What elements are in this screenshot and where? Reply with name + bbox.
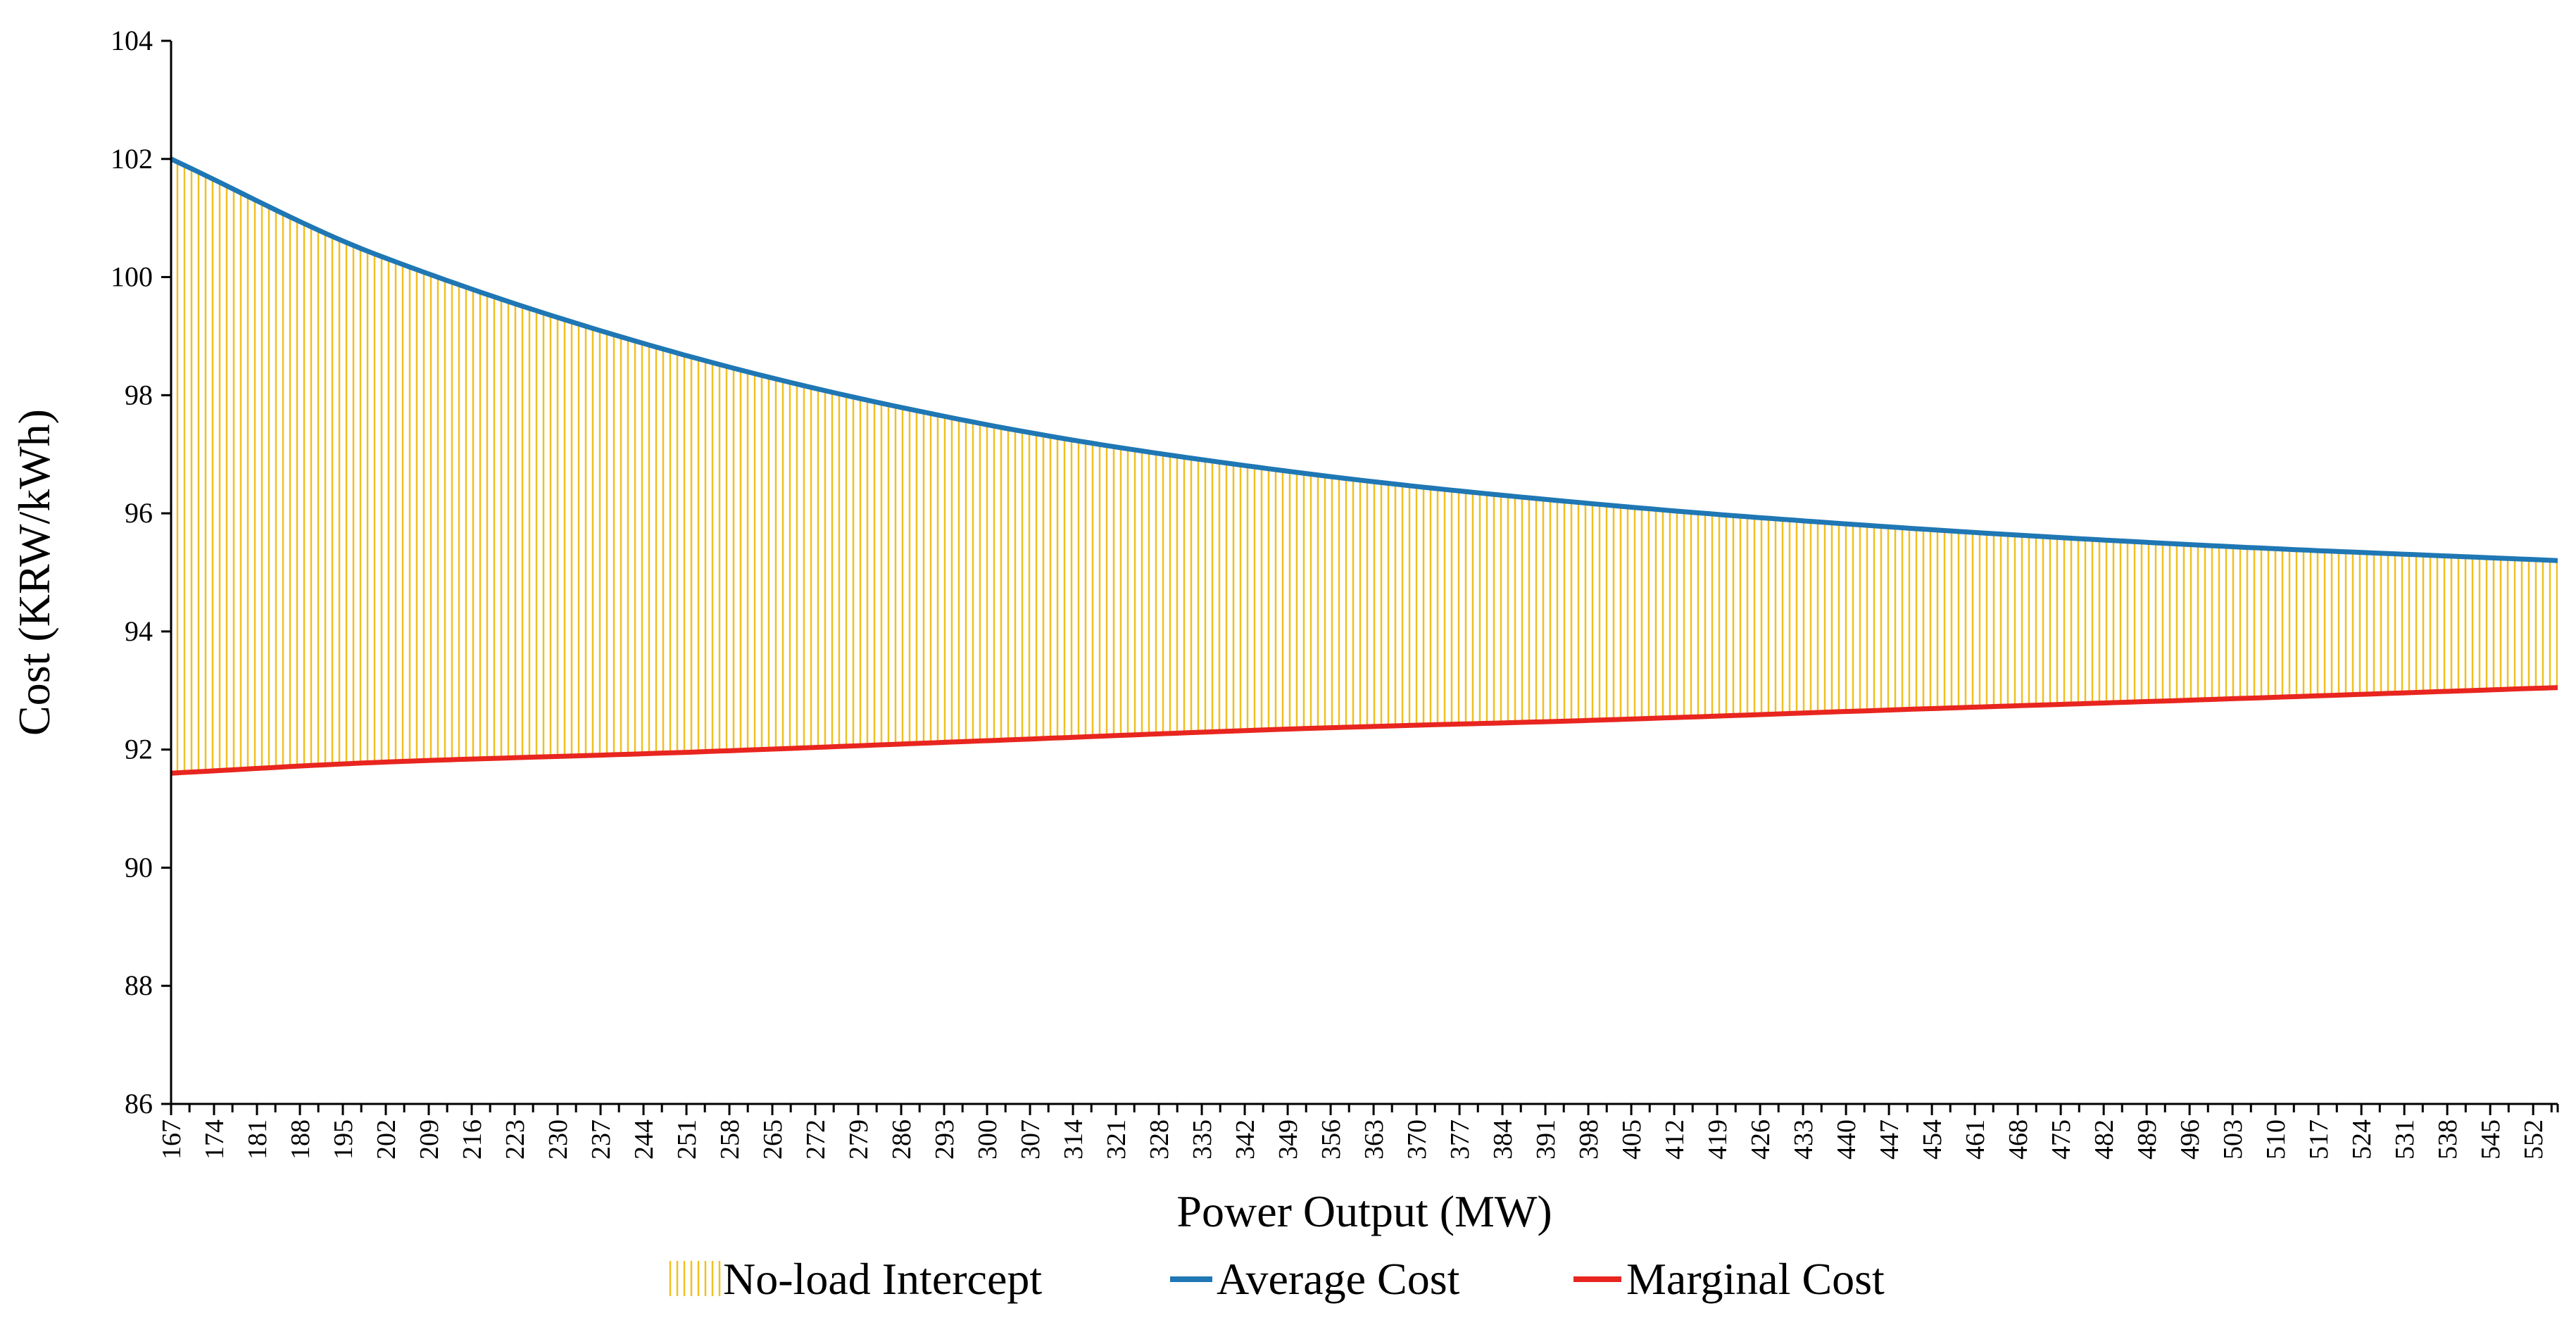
x-tick-label: 475 — [2047, 1119, 2076, 1160]
series-line-average-cost — [170, 156, 2558, 563]
x-tick-label: 244 — [629, 1119, 659, 1160]
x-tick-label: 517 — [2304, 1119, 2334, 1160]
x-tick-label: 181 — [243, 1119, 272, 1160]
legend: No-load Intercept Average Cost Marginal … — [665, 1254, 1885, 1304]
x-tick-label: 300 — [973, 1119, 1003, 1160]
series-lines — [170, 156, 2558, 776]
y-tick-label: 100 — [111, 261, 153, 293]
x-tick-label: 335 — [1188, 1119, 1217, 1160]
x-tick-label: 251 — [672, 1119, 702, 1160]
x-tick-label: 216 — [458, 1119, 487, 1160]
x-tick-label: 370 — [1402, 1119, 1432, 1160]
y-axis-title: Cost (KRW/kWh) — [9, 409, 59, 736]
x-tick-label: 307 — [1016, 1119, 1045, 1160]
x-tick-label: 398 — [1574, 1119, 1604, 1160]
y-tick-label: 90 — [125, 851, 153, 883]
y-ticks: 86 88 90 92 94 96 98 100 102 104 — [111, 25, 171, 1119]
legend-label-average-cost: Average Cost — [1217, 1254, 1460, 1304]
x-tick-label: 321 — [1102, 1119, 1131, 1160]
x-tick-label: 265 — [758, 1119, 788, 1160]
y-tick-label: 104 — [111, 25, 153, 56]
x-tick-label: 377 — [1445, 1119, 1475, 1160]
y-tick-label: 94 — [125, 615, 153, 647]
x-tick-label: 363 — [1359, 1119, 1389, 1160]
legend-label-marginal-cost: Marginal Cost — [1626, 1254, 1885, 1304]
x-tick-label: 510 — [2261, 1119, 2291, 1160]
x-tick-label: 384 — [1488, 1119, 1518, 1160]
x-tick-label: 524 — [2347, 1119, 2377, 1160]
y-tick-label: 88 — [125, 969, 153, 1001]
x-tick-label: 230 — [544, 1119, 573, 1160]
x-tick-label: 342 — [1231, 1119, 1260, 1160]
y-tick-label: 98 — [125, 379, 153, 410]
area-no-load-intercept — [171, 158, 2558, 774]
x-tick-label: 433 — [1789, 1119, 1818, 1160]
x-tick-label: 503 — [2218, 1119, 2248, 1160]
x-tick-label: 328 — [1145, 1119, 1174, 1160]
x-tick-label: 496 — [2175, 1119, 2205, 1160]
x-tick-label: 454 — [1918, 1119, 1947, 1160]
x-tick-label: 279 — [844, 1119, 874, 1160]
y-tick-label: 86 — [125, 1088, 153, 1119]
x-tick-label: 489 — [2132, 1119, 2162, 1160]
x-tick-label: 552 — [2519, 1119, 2549, 1160]
x-tick-label: 356 — [1317, 1119, 1346, 1160]
x-tick-label: 531 — [2390, 1119, 2420, 1160]
x-tick-label: 174 — [200, 1119, 230, 1160]
x-tick-label: 223 — [501, 1119, 530, 1160]
x-tick-label: 419 — [1703, 1119, 1733, 1160]
y-tick-label: 102 — [111, 143, 153, 175]
x-tick-label: 286 — [887, 1119, 917, 1160]
series-line-marginal-cost — [170, 685, 2558, 776]
x-tick-label: 426 — [1746, 1119, 1776, 1160]
legend-label-no-load-intercept: No-load Intercept — [723, 1254, 1042, 1304]
x-ticks: 167 174 181 188 195 202 209 216 223 230 237 244 251 2… — [157, 1104, 2559, 1160]
x-tick-label: 293 — [930, 1119, 960, 1160]
x-tick-label: 272 — [801, 1119, 831, 1160]
x-tick-label: 202 — [372, 1119, 401, 1160]
legend-swatch-no-load-intercept — [665, 1261, 722, 1296]
x-axis-title: Power Output (MW) — [1176, 1186, 1552, 1236]
x-tick-label: 461 — [1961, 1119, 1990, 1160]
x-tick-label: 538 — [2433, 1119, 2463, 1160]
x-tick-label: 258 — [715, 1119, 745, 1160]
x-tick-label: 468 — [2004, 1119, 2033, 1160]
x-tick-label: 209 — [415, 1119, 444, 1160]
x-tick-label: 412 — [1660, 1119, 1690, 1160]
x-tick-label: 195 — [329, 1119, 358, 1160]
y-tick-label: 92 — [125, 734, 153, 765]
axes — [170, 41, 2558, 1105]
x-tick-label: 349 — [1274, 1119, 1303, 1160]
x-tick-label: 545 — [2476, 1119, 2506, 1160]
x-tick-label: 440 — [1832, 1119, 1861, 1160]
x-tick-label: 167 — [157, 1119, 187, 1160]
x-tick-label: 391 — [1531, 1119, 1561, 1160]
x-tick-label: 188 — [286, 1119, 315, 1160]
no-load-intercept-area — [171, 158, 2558, 774]
x-tick-label: 482 — [2090, 1119, 2119, 1160]
x-tick-label: 237 — [586, 1119, 616, 1160]
y-tick-label: 96 — [125, 497, 153, 529]
x-tick-label: 314 — [1059, 1119, 1088, 1160]
x-tick-label: 447 — [1875, 1119, 1904, 1160]
x-tick-label: 405 — [1617, 1119, 1647, 1160]
